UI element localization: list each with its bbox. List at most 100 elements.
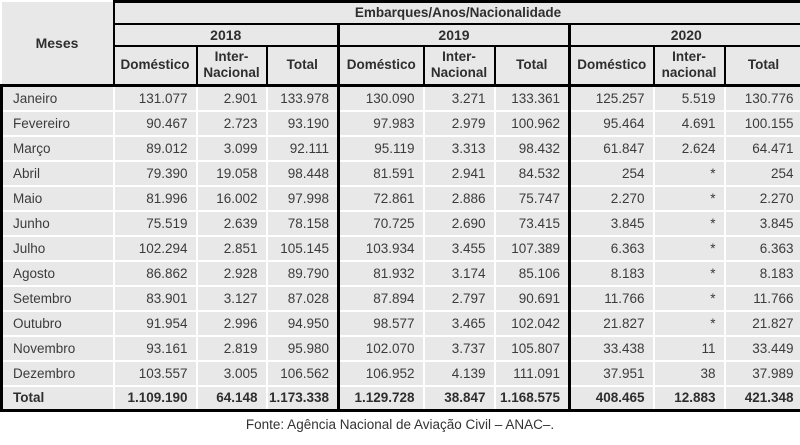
value-cell: 98.432 bbox=[493, 134, 570, 161]
value-cell: 84.532 bbox=[493, 159, 570, 186]
value-cell: 11 bbox=[652, 334, 725, 361]
value-cell: 93.190 bbox=[265, 109, 339, 136]
subcol-2018-domestico: Doméstico bbox=[112, 45, 197, 87]
value-cell: 111.091 bbox=[493, 359, 570, 386]
value-cell: 92.111 bbox=[265, 134, 339, 161]
value-cell: 4.139 bbox=[422, 359, 495, 386]
table-row: Setembro 83.901 3.127 87.028 87.894 2.797 90.6… bbox=[0, 284, 800, 311]
value-cell: 3.313 bbox=[422, 134, 495, 161]
value-cell: 130.090 bbox=[337, 84, 424, 111]
value-cell: 95.464 bbox=[568, 109, 654, 136]
value-cell: 97.998 bbox=[265, 184, 339, 211]
value-cell: 103.934 bbox=[337, 234, 424, 261]
value-cell: 133.361 bbox=[493, 84, 570, 111]
total-row: Total 1.109.190 64.148 1.173.338 1.129.728 38… bbox=[0, 384, 800, 412]
value-cell: 103.557 bbox=[112, 359, 197, 386]
value-cell: 2.797 bbox=[422, 284, 495, 311]
value-cell: 2.941 bbox=[422, 159, 495, 186]
value-cell: 16.002 bbox=[195, 184, 267, 211]
value-cell: 3.127 bbox=[195, 284, 267, 311]
value-cell: 3.271 bbox=[422, 84, 495, 111]
subcol-2020-internacional: Inter- nacional bbox=[652, 45, 725, 87]
subcolumn-row: Doméstico Inter- Nacional Total Doméstic… bbox=[2, 45, 800, 87]
subcol-2018-total: Total bbox=[265, 45, 339, 87]
value-cell: 2.886 bbox=[422, 184, 495, 211]
month-cell: Novembro bbox=[0, 334, 115, 361]
embarques-table: Meses Embarques/Anos/Nacionalidade 2018 … bbox=[0, 0, 800, 412]
value-cell: 2.690 bbox=[422, 209, 495, 236]
value-cell: 19.058 bbox=[195, 159, 267, 186]
value-cell: 87.028 bbox=[265, 284, 339, 311]
table-row: Março 89.012 3.099 92.111 95.119 3.313 98.432 6… bbox=[0, 134, 800, 161]
value-cell: 2.851 bbox=[195, 234, 267, 261]
value-cell: 93.161 bbox=[112, 334, 197, 361]
table-row: Agosto 86.862 2.928 89.790 81.932 3.174 85.106… bbox=[0, 259, 800, 286]
value-cell: 2.723 bbox=[195, 109, 267, 136]
table-row: Junho 75.519 2.639 78.158 70.725 2.690 73.415 3… bbox=[0, 209, 800, 236]
value-cell: 1.168.575 bbox=[493, 384, 570, 412]
value-cell: 73.415 bbox=[493, 209, 570, 236]
value-cell: 106.562 bbox=[265, 359, 339, 386]
value-cell: 105.145 bbox=[265, 234, 339, 261]
value-cell: * bbox=[652, 309, 725, 336]
value-cell: 64.471 bbox=[723, 134, 800, 161]
value-cell: 38 bbox=[652, 359, 725, 386]
year-header-2020: 2020 bbox=[567, 23, 800, 47]
source-note: Fonte: Agência Nacional de Aviação Civil… bbox=[245, 417, 555, 432]
value-cell: 6.363 bbox=[568, 234, 654, 261]
value-cell: 11.766 bbox=[723, 284, 800, 311]
value-cell: 78.158 bbox=[265, 209, 339, 236]
value-cell: 2.270 bbox=[568, 184, 654, 211]
value-cell: 37.951 bbox=[568, 359, 654, 386]
value-cell: 95.119 bbox=[337, 134, 424, 161]
subcol-2019-internacional: Inter- Nacional bbox=[422, 45, 495, 87]
month-cell: Março bbox=[0, 134, 115, 161]
table-row: Novembro 93.161 2.819 95.980 102.070 3.737 105… bbox=[0, 334, 800, 361]
subcol-2020-total: Total bbox=[723, 45, 800, 87]
value-cell: 125.257 bbox=[568, 84, 654, 111]
value-cell: 75.519 bbox=[112, 209, 197, 236]
value-cell: 83.901 bbox=[112, 284, 197, 311]
value-cell: 97.983 bbox=[337, 109, 424, 136]
value-cell: 2.979 bbox=[422, 109, 495, 136]
value-cell: * bbox=[652, 159, 725, 186]
value-cell: 1.173.338 bbox=[265, 384, 339, 412]
value-cell: 107.389 bbox=[493, 234, 570, 261]
month-cell: Abril bbox=[0, 159, 115, 186]
value-cell: 100.962 bbox=[493, 109, 570, 136]
value-cell: 2.996 bbox=[195, 309, 267, 336]
table-row: Maio 81.996 16.002 97.998 72.861 2.886 75.747 2… bbox=[0, 184, 800, 211]
month-cell: Janeiro bbox=[0, 84, 115, 111]
table-row: Fevereiro 90.467 2.723 93.190 97.983 2.979 100… bbox=[0, 109, 800, 136]
value-cell: 98.448 bbox=[265, 159, 339, 186]
value-cell: 21.827 bbox=[723, 309, 800, 336]
value-cell: 2.819 bbox=[195, 334, 267, 361]
value-cell: 85.106 bbox=[493, 259, 570, 286]
value-cell: * bbox=[652, 184, 725, 211]
value-cell: 90.691 bbox=[493, 284, 570, 311]
value-cell: 6.363 bbox=[723, 234, 800, 261]
value-cell: 2.624 bbox=[652, 134, 725, 161]
value-cell: 4.691 bbox=[652, 109, 725, 136]
value-cell: 3.737 bbox=[422, 334, 495, 361]
value-cell: 3.174 bbox=[422, 259, 495, 286]
value-cell: 33.449 bbox=[723, 334, 800, 361]
table-row: Abril 79.390 19.058 98.448 81.591 2.941 84.532… bbox=[0, 159, 800, 186]
value-cell: * bbox=[652, 209, 725, 236]
value-cell: 100.155 bbox=[723, 109, 800, 136]
table-row: Outubro 91.954 2.996 94.950 98.577 3.465 102.0… bbox=[0, 309, 800, 336]
year-header-2019: 2019 bbox=[337, 23, 570, 47]
value-cell: 72.861 bbox=[337, 184, 424, 211]
value-cell: 254 bbox=[568, 159, 654, 186]
value-cell: * bbox=[652, 234, 725, 261]
table-title: Embarques/Anos/Nacionalidade bbox=[112, 0, 800, 25]
value-cell: 37.989 bbox=[723, 359, 800, 386]
value-cell: 21.827 bbox=[568, 309, 654, 336]
value-cell: 1.109.190 bbox=[112, 384, 197, 412]
month-cell: Maio bbox=[0, 184, 115, 211]
value-cell: 94.950 bbox=[265, 309, 339, 336]
value-cell: 38.847 bbox=[422, 384, 495, 412]
value-cell: 89.790 bbox=[265, 259, 339, 286]
value-cell: 75.747 bbox=[493, 184, 570, 211]
month-cell: Outubro bbox=[0, 309, 115, 336]
